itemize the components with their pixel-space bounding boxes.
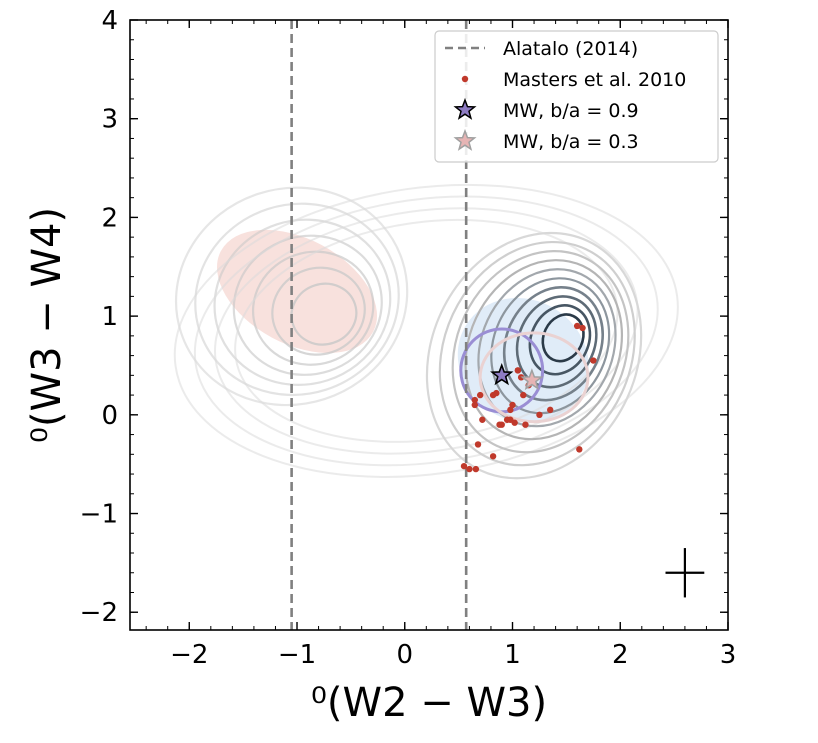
x-axis-label: ⁰(W2 − W3) [311, 680, 547, 726]
masters-point [573, 322, 581, 330]
contour-outer-0 [173, 183, 679, 478]
contour-outer-1 [193, 195, 659, 467]
legend-label-1: Masters et al. 2010 [503, 69, 686, 91]
masters-point [517, 374, 525, 381]
contour-left-6 [290, 282, 358, 346]
masters-point [579, 324, 586, 332]
contour-right-1 [438, 240, 636, 467]
masters-point [460, 462, 468, 470]
contour-right-9 [541, 313, 585, 363]
masters-point [576, 446, 583, 453]
legend-box [434, 30, 719, 163]
x-tick-label: 1 [504, 640, 521, 670]
legend-star-3 [453, 128, 477, 151]
masters-point [476, 391, 484, 399]
masters-point [471, 396, 478, 404]
legend: Alatalo (2014) Masters et al. 2010 MW, b/a… [434, 30, 719, 163]
legend-star-2 [453, 97, 477, 120]
masters-point [489, 453, 497, 460]
mw-star-0.9 [490, 363, 514, 386]
masters-point [509, 401, 516, 409]
contour-right-2 [451, 250, 630, 454]
contour-right-6 [502, 286, 605, 402]
masters-point [493, 389, 500, 397]
mw-star-0.3 [520, 368, 544, 391]
contour-left-1 [194, 202, 400, 397]
contour-left-0 [174, 186, 409, 407]
masters-point [547, 406, 554, 414]
y-tick-label: 0 [101, 401, 118, 431]
y-tick-label: 1 [101, 302, 118, 332]
masters-point [472, 465, 480, 473]
density-contours [173, 183, 679, 480]
x-tick-label: 3 [720, 640, 737, 670]
masters-point [498, 421, 505, 428]
masters-point [514, 367, 522, 374]
contour-left-5 [271, 266, 366, 356]
masters-point [507, 406, 514, 414]
y-tick-label: −2 [80, 598, 118, 628]
legend-label-2: MW, b/a = 0.9 [503, 100, 639, 122]
legend-label-0: Alatalo (2014) [503, 38, 638, 60]
y-tick-label: 2 [101, 203, 118, 233]
contour-right-0 [425, 231, 643, 480]
x-tick-label: −1 [278, 640, 316, 670]
y-axis-label: ⁰(W3 − W4) [24, 207, 70, 443]
contour-right-3 [464, 259, 624, 441]
legend-label-3: MW, b/a = 0.3 [503, 131, 639, 153]
masters-point [479, 416, 486, 423]
contour-mw-1 [478, 331, 590, 424]
masters-point [536, 411, 543, 419]
x-tick-label: −2 [170, 640, 208, 670]
masters-point [507, 416, 514, 423]
y-tick-label: −1 [80, 500, 118, 530]
contour-left-4 [251, 250, 375, 366]
masters-point [474, 441, 482, 448]
masters-point [520, 391, 527, 399]
masters-point [466, 465, 473, 473]
masters-point [590, 357, 597, 364]
shaded-region-0 [217, 229, 378, 353]
contour-right-8 [528, 304, 592, 376]
legend-dot-masters [461, 75, 469, 83]
x-tick-label: 0 [396, 640, 413, 670]
y-tick-label: 3 [101, 105, 118, 135]
masters-point [471, 401, 478, 409]
y-tick-label: 4 [101, 6, 118, 36]
masters-point [522, 421, 529, 428]
plot-frame [129, 19, 729, 631]
x-tick-label: 2 [612, 640, 629, 670]
